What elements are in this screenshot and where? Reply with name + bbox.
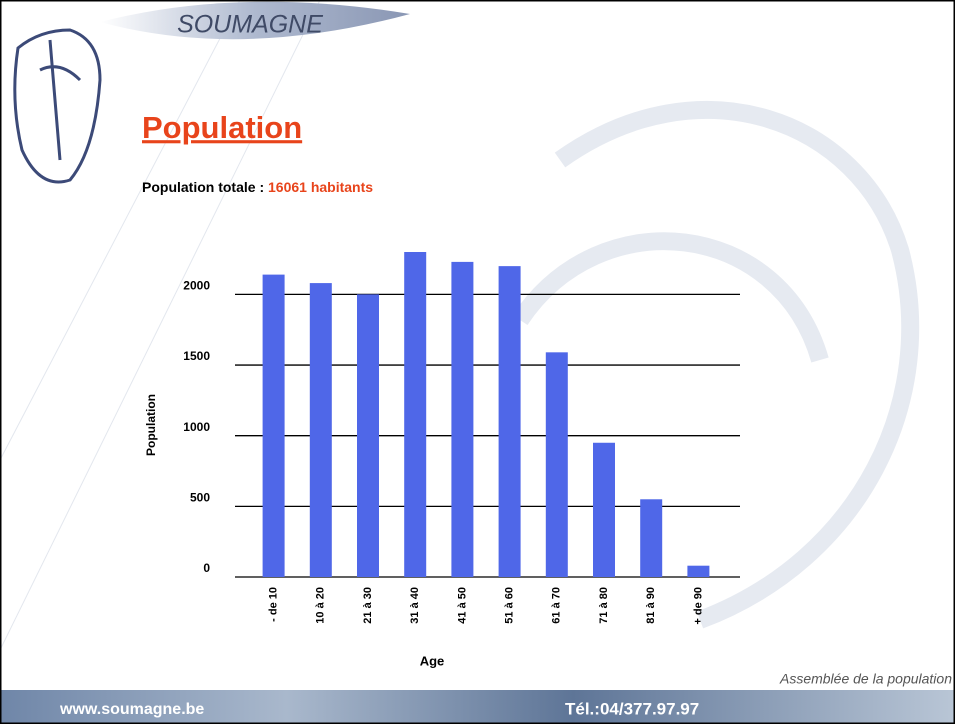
bar <box>357 294 379 577</box>
website: www.soumagne.be <box>59 701 204 718</box>
y-tick-label: 2000 <box>183 279 210 293</box>
x-tick-label: + de 90 <box>692 587 704 625</box>
bar <box>593 443 615 577</box>
bar <box>640 499 662 577</box>
y-axis-label: Population <box>144 394 158 456</box>
y-tick-label: 1000 <box>183 420 210 434</box>
x-tick-label: 61 à 70 <box>551 587 563 624</box>
bar <box>546 352 568 577</box>
x-tick-label: 10 à 20 <box>315 587 327 624</box>
x-tick-label: 21 à 30 <box>362 587 374 624</box>
x-tick-label: 51 à 60 <box>504 587 516 624</box>
bar <box>687 566 709 577</box>
phone: Tél.:04/377.97.97 <box>565 699 699 718</box>
y-tick-label: 0 <box>203 561 210 575</box>
bar <box>310 283 332 577</box>
x-tick-label: 81 à 90 <box>645 587 657 624</box>
bar <box>404 252 426 577</box>
total-value: 16061 habitants <box>268 179 373 195</box>
x-axis-label: Age <box>420 653 445 668</box>
x-tick-label: 41 à 50 <box>456 587 468 624</box>
y-tick-label: 1500 <box>183 349 210 363</box>
bar <box>451 262 473 577</box>
total-label: Population totale : 16061 habitants <box>142 179 373 195</box>
total-label-text: Population totale : <box>142 179 268 195</box>
y-tick-label: 500 <box>190 491 210 505</box>
x-tick-label: - de 10 <box>268 587 280 622</box>
brand: SOUMAGNE <box>177 11 323 39</box>
slide: SOUMAGNE Population Population totale : … <box>0 0 955 724</box>
bar <box>499 266 521 577</box>
page-title: Population <box>142 110 302 145</box>
footer-note: Assemblée de la population <box>779 671 952 687</box>
x-tick-label: 71 à 80 <box>598 587 610 624</box>
x-tick-label: 31 à 40 <box>409 587 421 624</box>
bar <box>263 275 285 577</box>
